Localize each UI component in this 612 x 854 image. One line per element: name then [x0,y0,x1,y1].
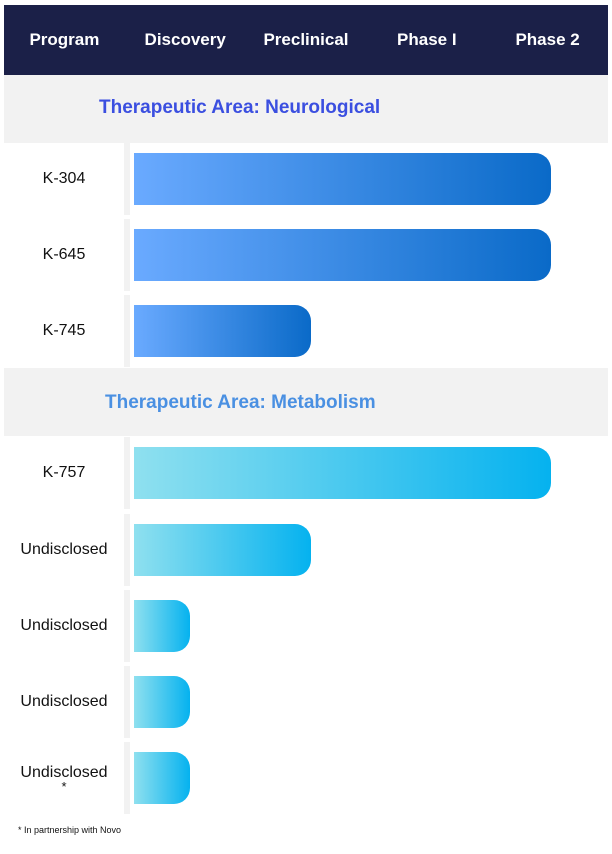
progress-bar [134,447,551,499]
area-title-neurological: Therapeutic Area: Neurological [99,97,381,118]
header-discovery: Discovery [144,30,226,49]
program-row: Undisclosed * [4,742,608,814]
progress-bar [134,676,191,728]
footnote: * In partnership with Novo [18,825,122,835]
program-name: Undisclosed [20,764,108,781]
area-title-metabolism: Therapeutic Area: Metabolism [105,392,376,413]
program-row: K-757 [4,437,608,509]
program-row: K-645 [4,219,608,291]
progress-track [130,219,608,291]
program-name: K-757 [42,464,86,481]
progress-track [130,295,608,367]
header-phase-2: Phase 2 [515,30,580,49]
progress-bar [134,229,551,281]
progress-bar [134,600,191,652]
program-label: Undisclosed [4,666,124,738]
header-preclinical: Preclinical [263,30,349,49]
program-label: Undisclosed * [4,742,124,814]
program-name: K-645 [42,246,86,263]
program-label: K-645 [4,219,124,291]
progress-bar [134,524,312,576]
footnote-marker: * [61,779,67,794]
progress-bar [134,305,312,357]
header-program: Program [29,30,100,49]
program-name: Undisclosed [20,617,108,634]
program-name: Undisclosed [20,541,108,558]
progress-track [130,742,608,814]
program-row: K-745 [4,295,608,367]
pipeline-header: Program Discovery Preclinical Phase I Ph… [4,5,608,75]
progress-bar [134,752,191,804]
program-name: K-745 [42,322,86,339]
program-label: K-745 [4,295,124,367]
program-label: Undisclosed [4,514,124,586]
program-name: K-304 [42,170,86,187]
progress-track [130,666,608,738]
progress-bar [134,153,551,205]
program-label: K-757 [4,437,124,509]
area-metabolism: Therapeutic Area: Metabolism [4,368,608,436]
program-label: Undisclosed [4,590,124,662]
progress-track [130,590,608,662]
program-row: Undisclosed [4,590,608,662]
progress-track [130,143,608,215]
area-neurological: Therapeutic Area: Neurological [4,75,608,143]
program-row: Undisclosed [4,514,608,586]
progress-track [130,514,608,586]
progress-track [130,437,608,509]
header-phase-1: Phase I [397,30,457,49]
program-row: Undisclosed [4,666,608,738]
program-label: K-304 [4,143,124,215]
program-row: K-304 [4,143,608,215]
program-name: Undisclosed [20,693,108,710]
